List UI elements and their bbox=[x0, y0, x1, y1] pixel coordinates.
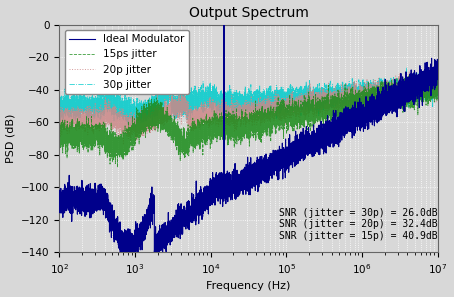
30p jitter bbox=[193, 100, 199, 104]
30p jitter bbox=[281, 101, 286, 105]
30p jitter bbox=[221, 26, 227, 30]
30p jitter bbox=[357, 80, 363, 84]
X-axis label: Frequency (Hz): Frequency (Hz) bbox=[206, 282, 291, 291]
Ideal Modulator bbox=[435, 58, 440, 62]
20p jitter bbox=[193, 106, 199, 110]
Ideal Modulator bbox=[57, 195, 62, 199]
Ideal Modulator bbox=[337, 125, 343, 128]
20p jitter bbox=[221, 26, 227, 30]
Ideal Modulator bbox=[221, 23, 227, 27]
30p jitter bbox=[337, 99, 343, 102]
20p jitter bbox=[57, 112, 62, 116]
Ideal Modulator bbox=[297, 141, 302, 145]
Ideal Modulator bbox=[357, 124, 363, 128]
15ps jitter bbox=[337, 107, 343, 110]
20p jitter bbox=[435, 88, 440, 91]
30p jitter bbox=[76, 113, 81, 117]
15ps jitter bbox=[297, 117, 302, 121]
15ps jitter bbox=[281, 113, 286, 116]
Ideal Modulator bbox=[281, 150, 286, 154]
15ps jitter bbox=[357, 95, 363, 99]
30p jitter bbox=[221, 163, 227, 166]
Line: 15ps jitter: 15ps jitter bbox=[59, 28, 438, 167]
20p jitter bbox=[297, 103, 302, 106]
15ps jitter bbox=[57, 136, 62, 139]
20p jitter bbox=[281, 102, 286, 106]
Ideal Modulator bbox=[193, 193, 199, 197]
Title: Output Spectrum: Output Spectrum bbox=[188, 6, 308, 20]
30p jitter bbox=[435, 89, 440, 93]
20p jitter bbox=[357, 93, 363, 97]
Line: 30p jitter: 30p jitter bbox=[59, 28, 438, 165]
Legend: Ideal Modulator, 15ps jitter, 20p jitter, 30p jitter: Ideal Modulator, 15ps jitter, 20p jitter… bbox=[64, 30, 188, 94]
15ps jitter bbox=[76, 123, 81, 127]
Ideal Modulator bbox=[153, 263, 158, 267]
Y-axis label: PSD (dB): PSD (dB) bbox=[5, 114, 15, 163]
30p jitter bbox=[297, 87, 302, 91]
Line: Ideal Modulator: Ideal Modulator bbox=[59, 25, 438, 265]
15ps jitter bbox=[193, 132, 199, 136]
20p jitter bbox=[221, 163, 227, 166]
20p jitter bbox=[76, 116, 81, 119]
30p jitter bbox=[57, 112, 62, 115]
20p jitter bbox=[337, 105, 343, 109]
Ideal Modulator bbox=[76, 199, 81, 202]
Text: SNR (jitter = 30p) = 26.0dB
SNR (jitter = 20p) = 32.4dB
SNR (jitter = 15p) = 40.: SNR (jitter = 30p) = 26.0dB SNR (jitter … bbox=[279, 208, 437, 241]
15ps jitter bbox=[221, 26, 227, 30]
15ps jitter bbox=[435, 94, 440, 98]
15ps jitter bbox=[115, 165, 120, 169]
Line: 20p jitter: 20p jitter bbox=[59, 28, 438, 165]
